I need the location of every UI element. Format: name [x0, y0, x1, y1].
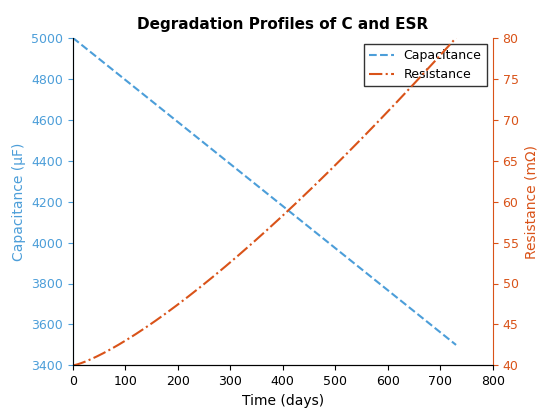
Resistance — [368, 126, 375, 131]
Capacitance — [238, 171, 245, 176]
X-axis label: Time (days): Time (days) — [242, 394, 324, 408]
Resistance — [375, 118, 382, 123]
Y-axis label: Capacitance (μF): Capacitance (μF) — [12, 142, 26, 261]
Capacitance — [452, 342, 459, 347]
Line: Capacitance: Capacitance — [73, 38, 456, 345]
Title: Degradation Profiles of C and ESR: Degradation Profiles of C and ESR — [137, 18, 428, 32]
Resistance — [69, 363, 76, 368]
Resistance — [333, 162, 339, 167]
Legend: Capacitance, Resistance: Capacitance, Resistance — [363, 44, 487, 86]
Capacitance — [375, 280, 382, 285]
Y-axis label: Resistance (mΩ): Resistance (mΩ) — [524, 144, 538, 259]
Capacitance — [109, 67, 115, 72]
Resistance — [225, 262, 231, 267]
Capacitance — [69, 35, 76, 40]
Resistance — [109, 346, 115, 351]
Capacitance — [333, 246, 339, 251]
Line: Resistance: Resistance — [73, 38, 456, 365]
Resistance — [452, 35, 459, 40]
Capacitance — [368, 275, 375, 280]
Resistance — [238, 250, 245, 255]
Capacitance — [225, 160, 231, 165]
